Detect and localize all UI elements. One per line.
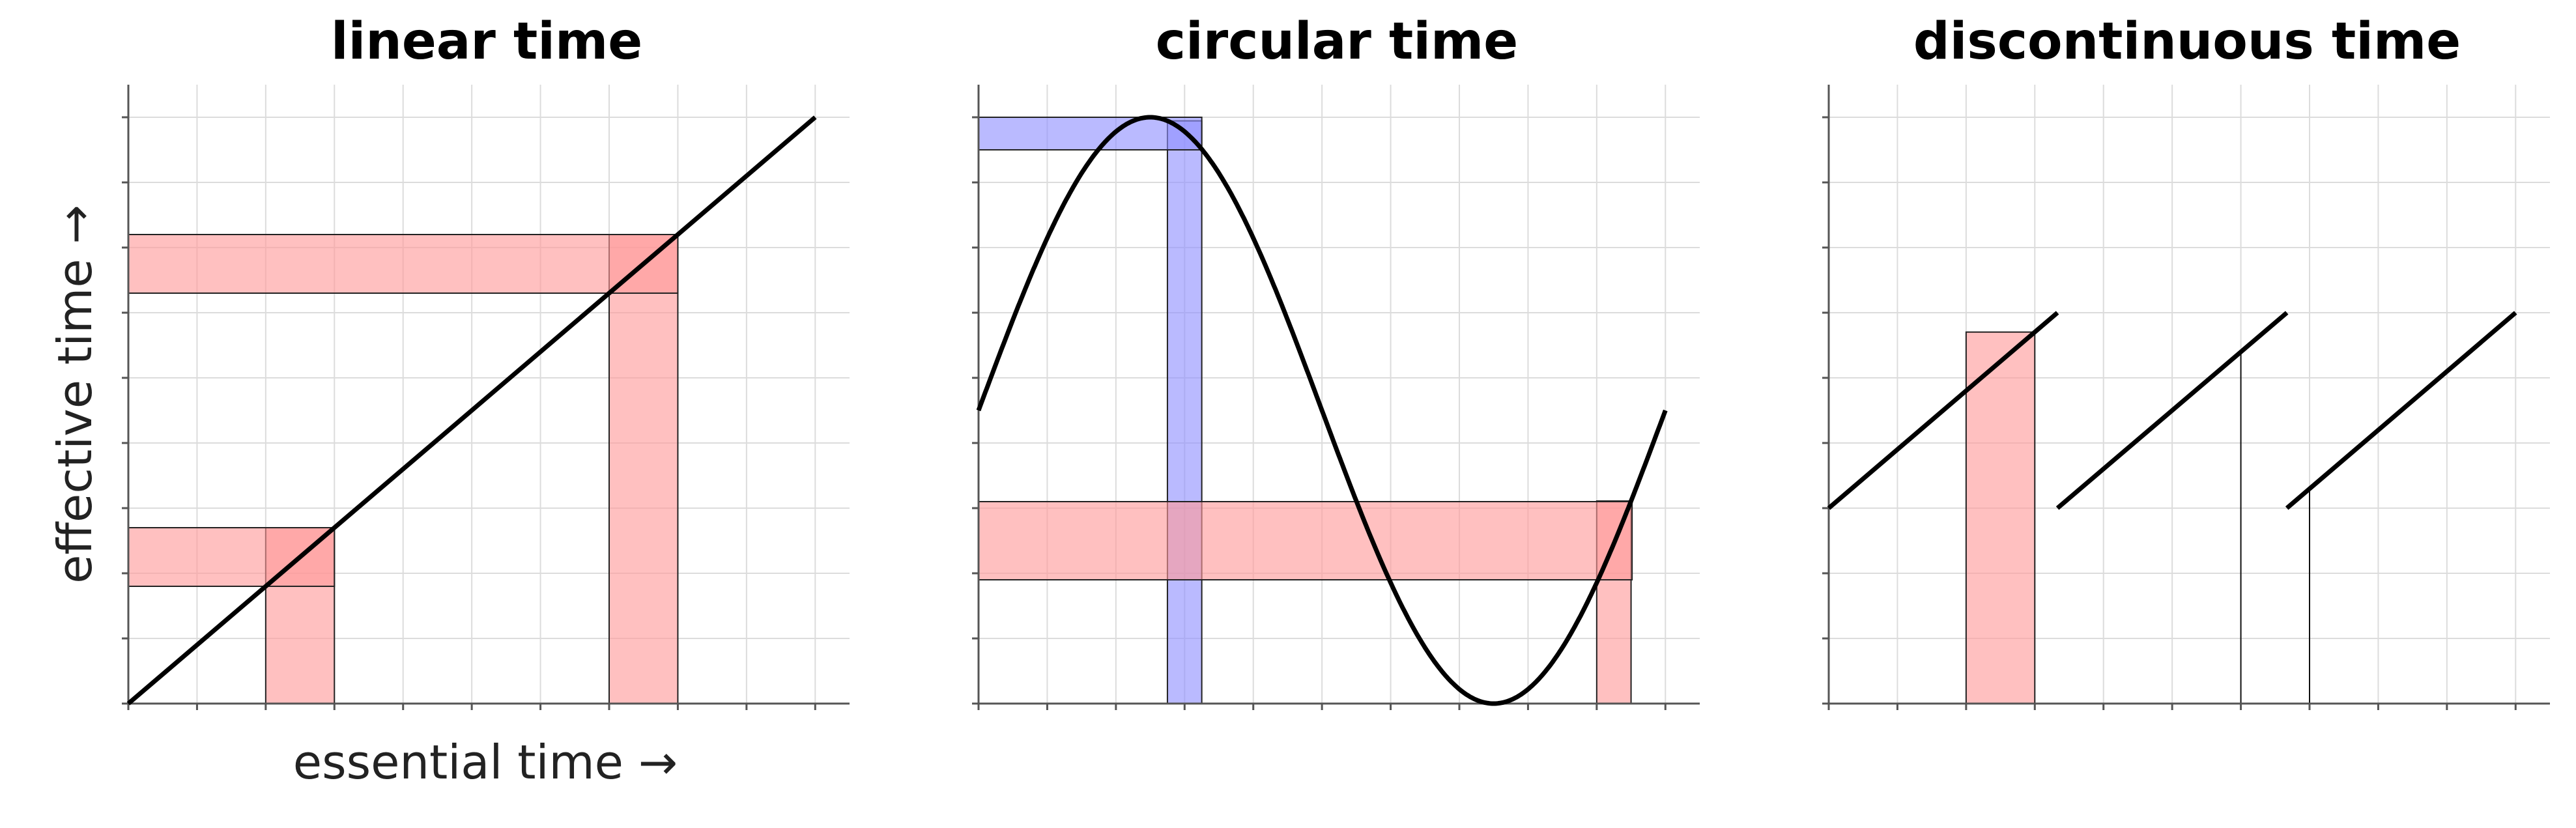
panel-circular-time: circular time xyxy=(972,12,1700,710)
x-axis-label: essential time → xyxy=(293,735,678,790)
highlight-band xyxy=(1965,331,2036,704)
series-line xyxy=(2055,311,2289,510)
panel-title: circular time xyxy=(1156,12,1518,71)
panel-title: linear time xyxy=(331,12,642,71)
series-line xyxy=(2285,311,2517,510)
series-line xyxy=(126,115,817,706)
highlight-band xyxy=(978,501,1633,580)
axes xyxy=(1822,85,2550,710)
highlight-band xyxy=(128,234,679,294)
highlight-band xyxy=(1166,120,1203,705)
highlight-band xyxy=(608,234,679,704)
grid xyxy=(978,85,1700,704)
series-line xyxy=(1827,311,2059,510)
axes xyxy=(122,85,850,710)
series-line xyxy=(976,115,1668,706)
panel-linear-time: linear time xyxy=(122,12,850,710)
highlight-band xyxy=(128,527,336,587)
highlight-band xyxy=(978,117,1203,150)
panel-discontinuous-time: discontinuous time xyxy=(1822,12,2550,710)
axes xyxy=(972,85,1700,710)
y-axis-label: effective time → xyxy=(48,205,102,584)
panel-title: discontinuous time xyxy=(1913,12,2461,71)
